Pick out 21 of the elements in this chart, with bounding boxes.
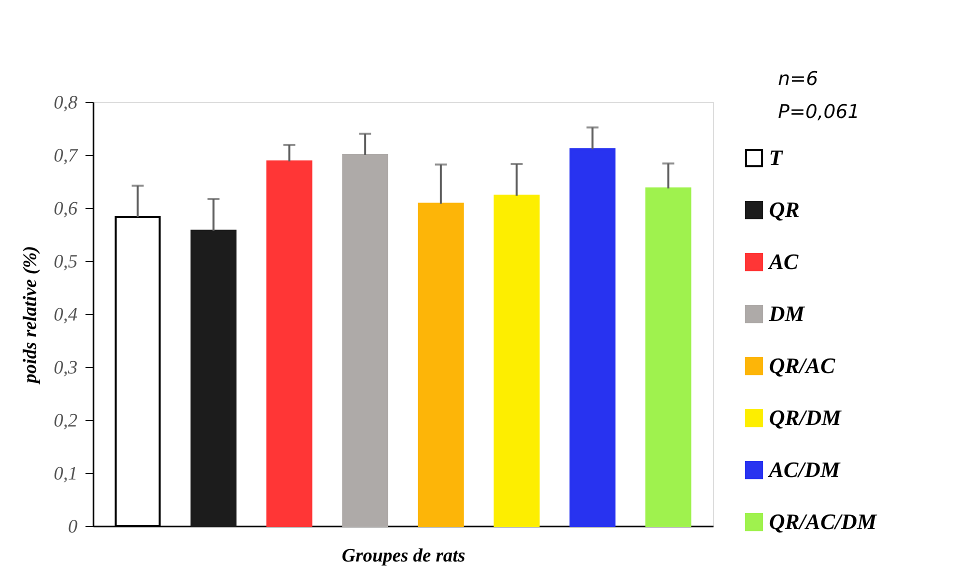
y-tick-label: 0,4 [54, 304, 78, 326]
legend-label: QR/DM [769, 405, 843, 430]
y-tick-label: 0,7 [54, 146, 79, 166]
legend-label: AC/DM [767, 457, 842, 482]
y-tick-label: 0,5 [54, 252, 78, 272]
legend-label: QR/AC/DM [769, 509, 878, 534]
y-axis-title: poids relative (%) [20, 246, 41, 386]
text: P=0,061 [778, 101, 860, 123]
y-tick-label: 0,8 [54, 92, 78, 114]
legend-label: AC [767, 249, 799, 274]
legend-label: T [769, 145, 784, 170]
y-tick-label: 0,2 [54, 410, 78, 432]
y-tick-label: 0 [68, 516, 78, 538]
y-tick-label: 0,1 [54, 464, 78, 484]
legend-label: DM [768, 301, 806, 326]
legend-label: QR/AC [769, 353, 836, 378]
text: n=6 [778, 68, 818, 90]
y-tick-label: 0,6 [54, 198, 78, 220]
x-axis-title: Groupes de rats [342, 546, 466, 566]
y-tick-label: 0,3 [54, 358, 78, 378]
legend-label: QR [769, 197, 800, 222]
